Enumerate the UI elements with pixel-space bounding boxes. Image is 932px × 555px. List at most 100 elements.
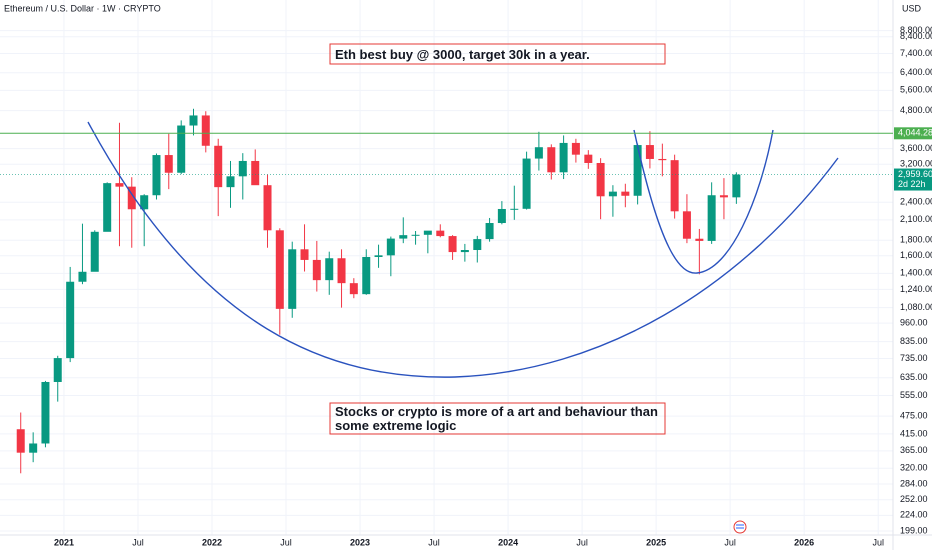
candle-body xyxy=(559,142,568,173)
candle-body xyxy=(349,283,358,295)
y-tick-label: 284.00 xyxy=(900,478,928,488)
last-price-label: 2,959.60 xyxy=(898,169,932,179)
x-tick-label: 2022 xyxy=(202,537,222,547)
candle-body xyxy=(78,271,87,282)
level-tag xyxy=(894,127,932,140)
candle-body xyxy=(140,195,149,210)
x-tick-label: Jul xyxy=(428,537,440,547)
y-tick-label: 5,600.00 xyxy=(900,85,932,95)
candle-body xyxy=(571,142,580,155)
candle-body xyxy=(658,158,667,161)
candle-body xyxy=(127,186,136,210)
candle-body xyxy=(16,429,25,453)
candle-body xyxy=(695,238,704,241)
candle-body xyxy=(485,223,494,240)
candle-body xyxy=(177,125,186,173)
y-tick-label: 4,800.00 xyxy=(900,105,932,115)
candle-body xyxy=(645,145,654,159)
candle-body xyxy=(608,191,617,197)
cup-curve xyxy=(87,121,839,378)
y-tick-label: 735.00 xyxy=(900,353,928,363)
candle-body xyxy=(584,154,593,163)
candle-body xyxy=(460,250,469,253)
candle-body xyxy=(436,230,445,237)
candle-body xyxy=(53,358,62,382)
annotation-box xyxy=(329,402,666,435)
y-tick-label: 7,400.00 xyxy=(900,48,932,58)
candle-body xyxy=(473,239,482,251)
y-tick-label: 365.00 xyxy=(900,445,928,455)
candle-body xyxy=(670,160,679,212)
y-tick-label: 8,800.00 xyxy=(900,25,932,35)
candles xyxy=(16,108,741,474)
candle-body xyxy=(448,236,457,253)
y-tick-label: 224.00 xyxy=(900,510,928,520)
currency-label: USD xyxy=(902,3,922,13)
candle-body xyxy=(325,258,334,281)
candle-body xyxy=(497,208,506,224)
candle-body xyxy=(312,259,321,281)
y-tick-label: 1,400.00 xyxy=(900,268,932,278)
small-cup-curve xyxy=(633,129,774,274)
y-tick-label: 199.00 xyxy=(900,525,928,535)
countdown-label: 2d 22h xyxy=(898,179,926,189)
candle-body xyxy=(275,230,284,309)
y-tick-label: 2,400.00 xyxy=(900,197,932,207)
candle-body xyxy=(374,255,383,257)
y-tick-label: 3,200.00 xyxy=(900,159,932,169)
y-tick-label: 415.00 xyxy=(900,428,928,438)
y-tick-label: 1,600.00 xyxy=(900,250,932,260)
candle-body xyxy=(251,160,260,186)
x-tick-label: 2026 xyxy=(794,537,814,547)
x-tick-label: 2021 xyxy=(54,537,74,547)
candle-body xyxy=(399,235,408,239)
y-tick-label: 835.00 xyxy=(900,336,928,346)
annotation-text: Eth best buy @ 3000, target 30k in a yea… xyxy=(335,47,590,62)
y-tick-label: 8,400.00 xyxy=(900,31,932,41)
x-tick-label: 2023 xyxy=(350,537,370,547)
candle-body xyxy=(707,195,716,241)
y-tick-label: 6,400.00 xyxy=(900,67,932,77)
grid xyxy=(0,0,893,535)
candle-body xyxy=(226,176,235,188)
x-tick-label: Jul xyxy=(280,537,292,547)
y-tick-label: 475.00 xyxy=(900,410,928,420)
candle-body xyxy=(362,256,371,295)
candle-body xyxy=(66,281,75,359)
candle-body xyxy=(522,158,531,209)
x-tick-label: Jul xyxy=(132,537,144,547)
candle-body xyxy=(633,145,642,196)
candle-body xyxy=(152,155,161,196)
x-tick-label: 2025 xyxy=(646,537,666,547)
candle-body xyxy=(300,249,309,260)
x-tick-label: Jul xyxy=(724,537,736,547)
candle-body xyxy=(386,238,395,256)
y-tick-label: 2,100.00 xyxy=(900,214,932,224)
candle-body xyxy=(547,147,556,173)
candle-body xyxy=(29,443,38,453)
y-tick-label: 960.00 xyxy=(900,318,928,328)
candle-body xyxy=(510,208,519,210)
y-tick-label: 1,240.00 xyxy=(900,284,932,294)
candle-body xyxy=(411,234,420,236)
candle-body xyxy=(115,183,124,187)
candle-body xyxy=(719,195,728,198)
x-tick-label: Jul xyxy=(576,537,588,547)
annotation-text: Stocks or crypto is more of a art and be… xyxy=(335,404,658,419)
candle-body xyxy=(189,115,198,126)
candle-body xyxy=(263,185,272,231)
candle-body xyxy=(534,147,543,159)
y-tick-label: 555.00 xyxy=(900,390,928,400)
candle-body xyxy=(682,211,691,239)
candle-body xyxy=(41,381,50,444)
y-tick-label: 1,800.00 xyxy=(900,235,932,245)
y-tick-label: 252.00 xyxy=(900,494,928,504)
candle-body xyxy=(732,174,741,198)
candle-body xyxy=(164,155,173,173)
candle-body xyxy=(201,115,210,146)
candle-body xyxy=(90,231,99,272)
y-tick-label: 1,080.00 xyxy=(900,302,932,312)
x-tick-label: 2024 xyxy=(498,537,518,547)
x-tick-label: Jul xyxy=(872,537,884,547)
